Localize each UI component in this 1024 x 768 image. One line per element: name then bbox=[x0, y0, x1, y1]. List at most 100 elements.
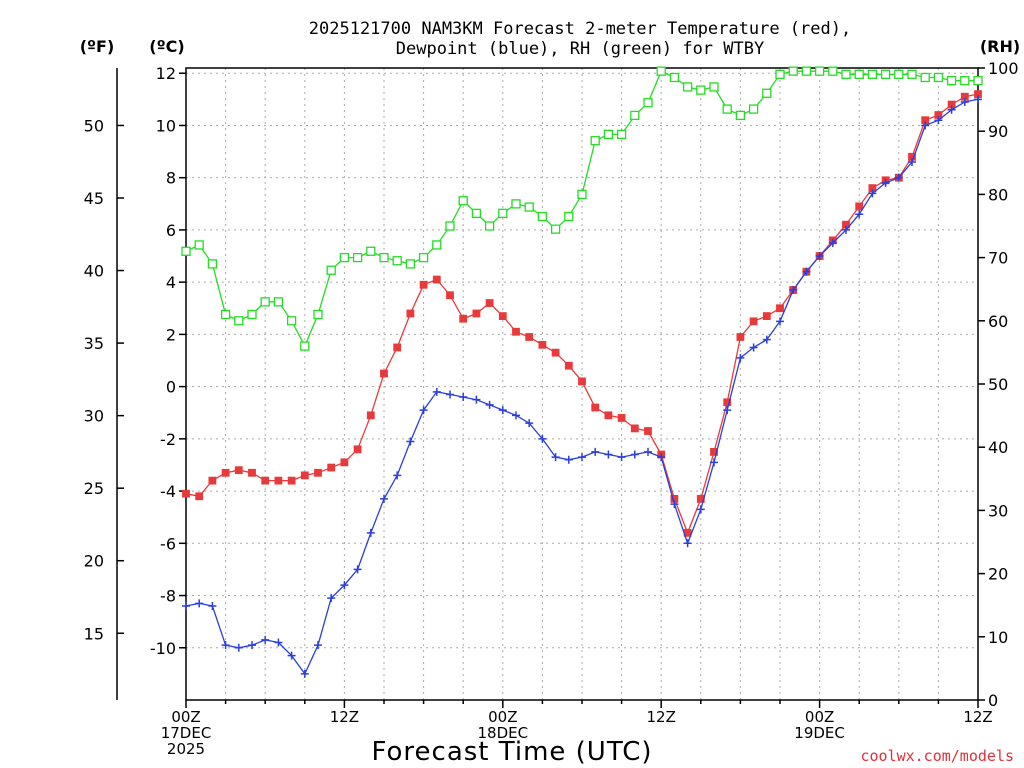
temperature-point bbox=[300, 471, 309, 480]
temperature-point bbox=[736, 333, 745, 341]
temperature-point bbox=[551, 348, 560, 357]
rh-tick-label: 20 bbox=[988, 565, 1008, 584]
temperature-point bbox=[406, 309, 415, 318]
rh-point bbox=[220, 309, 231, 320]
dewpoint-point bbox=[881, 178, 890, 187]
dewpoint-point bbox=[353, 565, 362, 574]
rh-point bbox=[920, 72, 930, 83]
dewpoint-point bbox=[314, 641, 322, 650]
celsius-tick-label: 10 bbox=[156, 116, 176, 135]
temperature-point bbox=[419, 280, 428, 289]
rh-point bbox=[894, 69, 904, 79]
celsius-tick-label: 12 bbox=[156, 64, 176, 83]
dewpoint-point bbox=[670, 500, 679, 509]
celsius-tick-label: 2 bbox=[166, 325, 176, 344]
temperature-point bbox=[498, 312, 507, 320]
dewpoint-point bbox=[908, 158, 916, 167]
rh-point bbox=[234, 316, 244, 326]
rh-point bbox=[814, 66, 825, 76]
dewpoint-point bbox=[683, 539, 692, 548]
rh-point bbox=[748, 104, 759, 114]
dewpoint-point bbox=[564, 455, 573, 464]
temperature-point bbox=[630, 424, 639, 433]
rh-tick-label: 10 bbox=[988, 628, 1008, 647]
rh-point bbox=[643, 98, 653, 108]
temperature-point bbox=[644, 427, 652, 435]
dewpoint-point bbox=[776, 317, 784, 326]
dewpoint-point bbox=[960, 97, 969, 106]
temperature-point bbox=[578, 377, 586, 386]
rh-point bbox=[366, 246, 376, 256]
rh-point bbox=[445, 221, 455, 231]
celsius-tick-label: -2 bbox=[160, 430, 176, 449]
dewpoint-point bbox=[710, 458, 718, 467]
dewpoint-point bbox=[446, 390, 454, 399]
credit-link[interactable]: coolwx.com/models bbox=[860, 747, 1014, 765]
rh-point bbox=[590, 136, 600, 146]
rh-point bbox=[841, 69, 851, 79]
dewpoint-point bbox=[208, 601, 217, 610]
rh-point bbox=[458, 196, 468, 206]
temperature-point bbox=[234, 466, 243, 475]
rh-point bbox=[973, 75, 983, 86]
rh-point bbox=[511, 199, 521, 209]
rh-point bbox=[181, 246, 191, 256]
dewpoint-point bbox=[802, 267, 811, 276]
temperature-point bbox=[221, 468, 230, 477]
dewpoint-point bbox=[498, 406, 507, 415]
dewpoint-point bbox=[340, 581, 349, 590]
dewpoint-point bbox=[604, 450, 613, 459]
temperature-point bbox=[617, 414, 626, 422]
rh-point bbox=[392, 256, 402, 266]
rh-tick-label: 90 bbox=[988, 122, 1008, 141]
dewpoint-point bbox=[749, 343, 758, 352]
rh-point bbox=[537, 211, 548, 222]
rh-point bbox=[286, 316, 297, 326]
celsius-tick-label: 0 bbox=[166, 378, 176, 397]
dewpoint-point bbox=[538, 434, 547, 443]
temperature-point bbox=[459, 314, 468, 323]
dewpoint-point bbox=[921, 121, 930, 130]
x-tick-label: 00Z bbox=[805, 708, 834, 726]
rh-point bbox=[722, 104, 732, 114]
dewpoint-point bbox=[393, 471, 402, 480]
celsius-tick-label: 4 bbox=[166, 273, 176, 292]
tick-labels: 121086420-2-4-6-8-1050454035302520151009… bbox=[84, 59, 1019, 758]
temperature-point bbox=[340, 458, 349, 467]
rh-point bbox=[630, 110, 640, 121]
series bbox=[181, 66, 983, 678]
temperature-point bbox=[710, 448, 718, 456]
dewpoint-point bbox=[366, 528, 375, 537]
rh-point bbox=[313, 309, 323, 320]
temperature-point bbox=[287, 476, 296, 485]
dewpoint-point bbox=[696, 505, 705, 514]
rh-point bbox=[194, 240, 204, 250]
rh-tick-label: 50 bbox=[988, 375, 1008, 394]
x-tick-label: 2025 bbox=[167, 740, 205, 758]
fahrenheit-tick-label: 30 bbox=[84, 407, 104, 426]
dewpoint-point bbox=[789, 285, 798, 294]
temperature-point bbox=[538, 340, 547, 349]
temperature-point bbox=[472, 309, 481, 318]
x-tick-label: 12Z bbox=[963, 708, 992, 726]
x-tick-label: 00Z bbox=[171, 708, 200, 726]
celsius-tick-label: -4 bbox=[160, 482, 176, 501]
temperature-point bbox=[380, 369, 388, 378]
temperature-point bbox=[353, 445, 362, 454]
dewpoint-point bbox=[762, 335, 771, 344]
rh-tick-label: 70 bbox=[988, 249, 1008, 268]
rh-tick-label: 40 bbox=[988, 438, 1008, 457]
celsius-tick-label: 6 bbox=[166, 221, 176, 240]
rh-tick-label: 100 bbox=[988, 59, 1019, 78]
temperature-point bbox=[393, 343, 402, 352]
rh-point bbox=[352, 252, 363, 263]
dewpoint-point bbox=[855, 210, 864, 219]
temperature-point bbox=[485, 299, 494, 307]
temperature-point bbox=[432, 275, 441, 284]
fahrenheit-tick-label: 45 bbox=[84, 189, 104, 208]
temperature-point bbox=[314, 468, 322, 477]
celsius-tick-label: -8 bbox=[160, 587, 176, 606]
rh-tick-label: 60 bbox=[988, 312, 1008, 331]
rh-point bbox=[603, 129, 614, 140]
